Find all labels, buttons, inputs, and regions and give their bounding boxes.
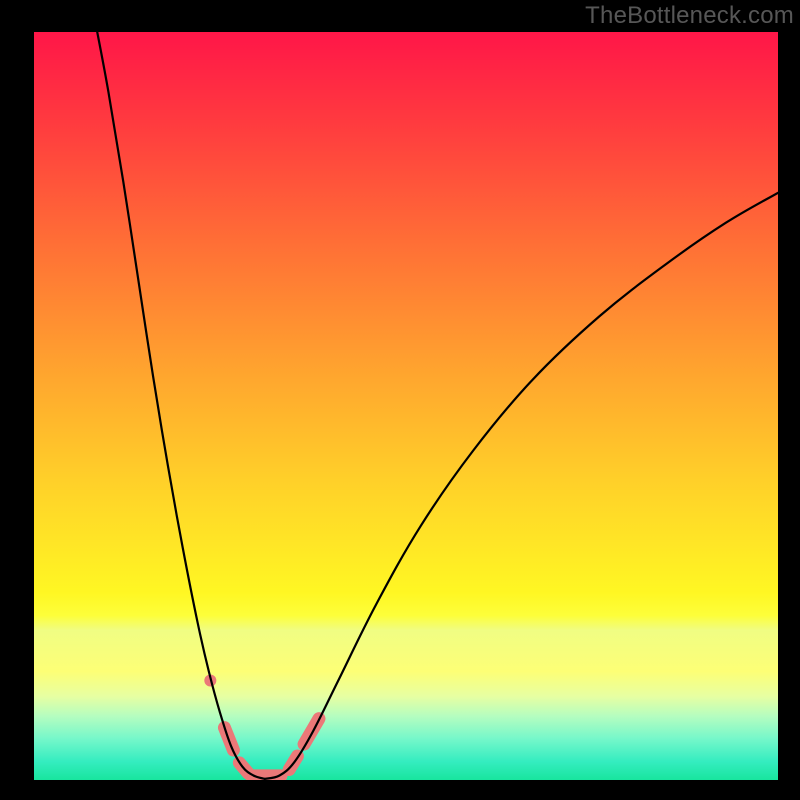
canvas-root: TheBottleneck.com bbox=[0, 0, 800, 800]
marker-group bbox=[204, 675, 319, 776]
watermark-text: TheBottleneck.com bbox=[585, 2, 794, 30]
curve-left bbox=[97, 32, 264, 779]
curves-layer bbox=[34, 32, 778, 780]
curve-right bbox=[265, 193, 778, 779]
plot-area bbox=[34, 32, 778, 780]
